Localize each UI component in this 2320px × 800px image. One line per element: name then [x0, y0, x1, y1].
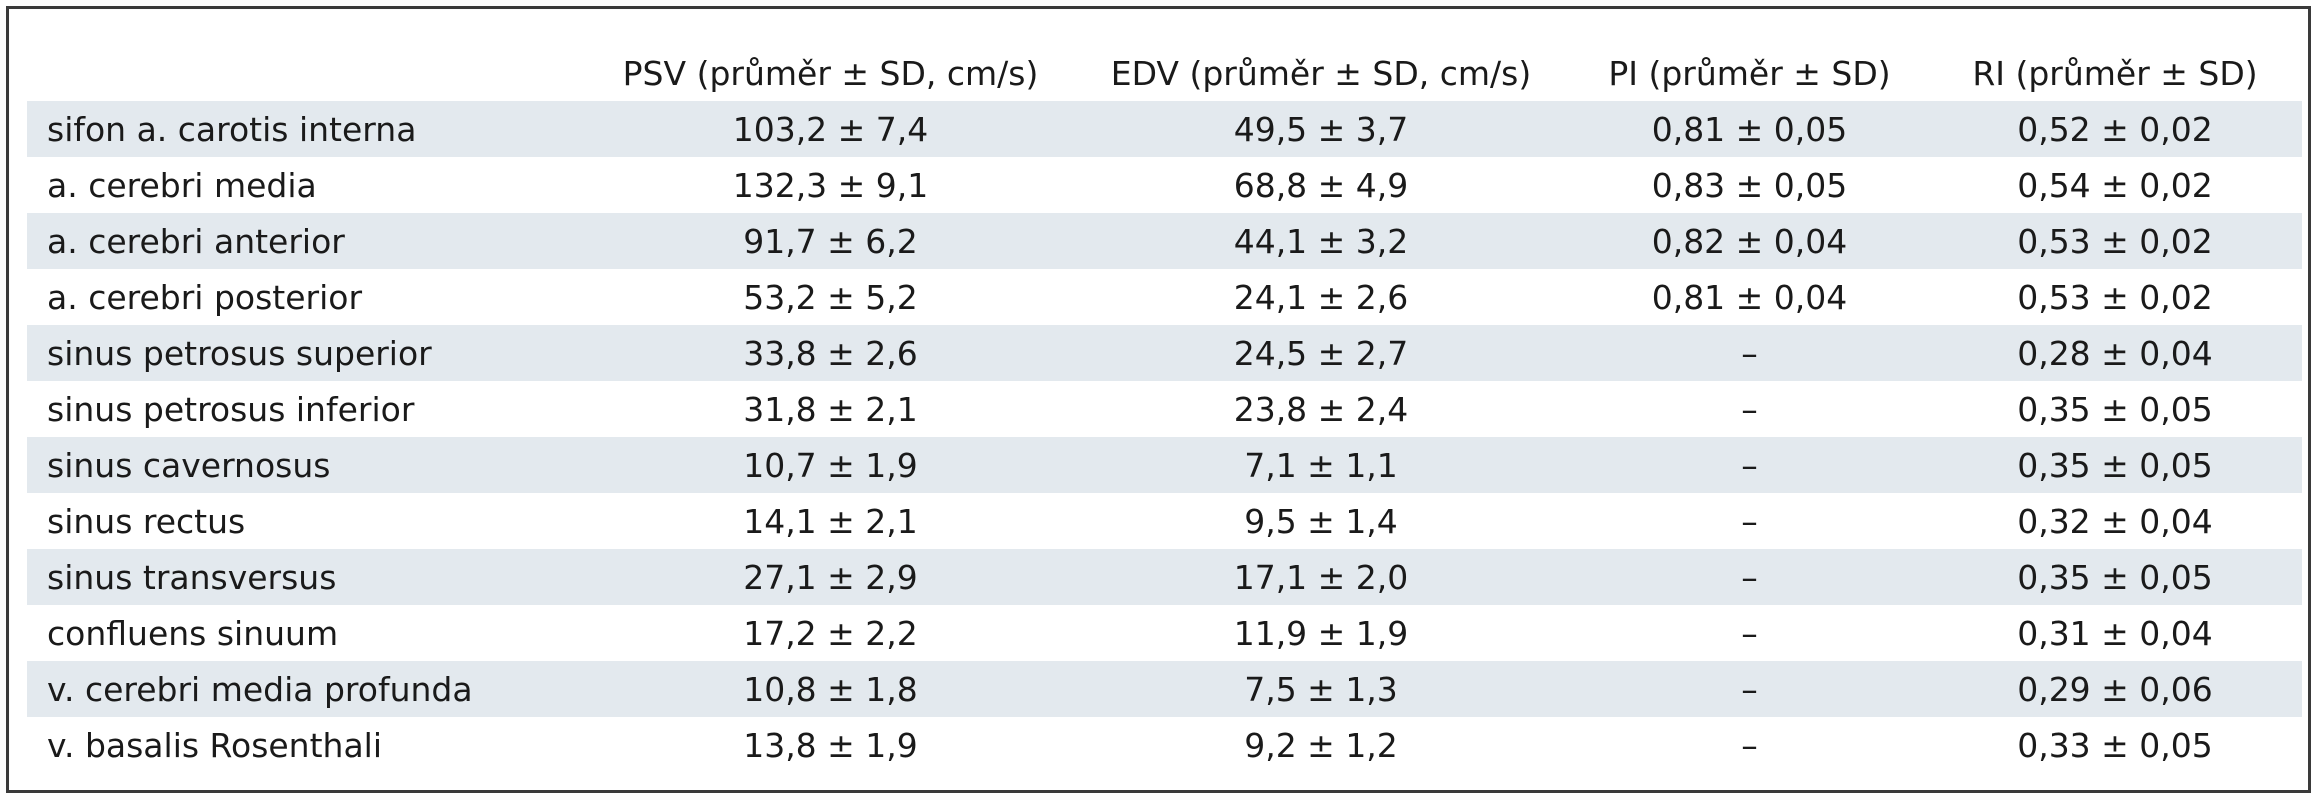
- table-row: v. basalis Rosenthali 13,8 ± 1,9 9,2 ± 1,2…: [27, 717, 2302, 773]
- vessel-name-cell: a. cerebri media: [27, 157, 590, 213]
- vessel-name-cell: confluens sinuum: [27, 605, 590, 661]
- psv-cell: 13,8 ± 1,9: [590, 717, 1071, 773]
- edv-cell: 9,2 ± 1,2: [1071, 717, 1571, 773]
- header-edv: EDV (průměr ± SD, cm/s): [1071, 45, 1571, 101]
- edv-cell: 44,1 ± 3,2: [1071, 213, 1571, 269]
- velocity-table: PSV (průměr ± SD, cm/s) EDV (průměr ± SD…: [27, 45, 2302, 773]
- vessel-name-cell: a. cerebri posterior: [27, 269, 590, 325]
- vessel-name-cell: sinus transversus: [27, 549, 590, 605]
- header-ri: RI (průměr ± SD): [1928, 45, 2302, 101]
- table-row: sinus cavernosus 10,7 ± 1,9 7,1 ± 1,1–0,35…: [27, 437, 2302, 493]
- edv-cell: 17,1 ± 2,0: [1071, 549, 1571, 605]
- edv-cell: 49,5 ± 3,7: [1071, 101, 1571, 157]
- vessel-name-cell: sifon a. carotis interna: [27, 101, 590, 157]
- edv-cell: 9,5 ± 1,4: [1071, 493, 1571, 549]
- ri-cell: 0,31 ± 0,04: [1928, 605, 2302, 661]
- pi-cell: 0,81 ± 0,04: [1571, 269, 1928, 325]
- table-row: a. cerebri anterior 91,7 ± 6,2 44,1 ± 3,2 0…: [27, 213, 2302, 269]
- pi-cell: 0,82 ± 0,04: [1571, 213, 1928, 269]
- table-row: sinus petrosus superior 33,8 ± 2,6 24,5 ± …: [27, 325, 2302, 381]
- psv-cell: 103,2 ± 7,4: [590, 101, 1071, 157]
- pi-cell: –: [1571, 605, 1928, 661]
- table-row: v. cerebri media profunda 10,8 ± 1,8 7,5 ±…: [27, 661, 2302, 717]
- ri-cell: 0,29 ± 0,06: [1928, 661, 2302, 717]
- ri-cell: 0,35 ± 0,05: [1928, 381, 2302, 437]
- table-frame: PSV (průměr ± SD, cm/s) EDV (průměr ± SD…: [6, 6, 2311, 793]
- psv-cell: 14,1 ± 2,1: [590, 493, 1071, 549]
- psv-cell: 132,3 ± 9,1: [590, 157, 1071, 213]
- header-psv: PSV (průměr ± SD, cm/s): [590, 45, 1071, 101]
- psv-cell: 17,2 ± 2,2: [590, 605, 1071, 661]
- table-row: sinus rectus 14,1 ± 2,1 9,5 ± 1,4–0,32 ± 0…: [27, 493, 2302, 549]
- edv-cell: 68,8 ± 4,9: [1071, 157, 1571, 213]
- header-row: PSV (průměr ± SD, cm/s) EDV (průměr ± SD…: [27, 45, 2302, 101]
- edv-cell: 7,1 ± 1,1: [1071, 437, 1571, 493]
- header-pi: PI (průměr ± SD): [1571, 45, 1928, 101]
- psv-cell: 33,8 ± 2,6: [590, 325, 1071, 381]
- psv-cell: 10,8 ± 1,8: [590, 661, 1071, 717]
- ri-cell: 0,35 ± 0,05: [1928, 437, 2302, 493]
- table-body: sifon a. carotis interna 103,2 ± 7,4 49,5 …: [27, 101, 2302, 773]
- pi-cell: –: [1571, 437, 1928, 493]
- vessel-name-cell: v. cerebri media profunda: [27, 661, 590, 717]
- ri-cell: 0,35 ± 0,05: [1928, 549, 2302, 605]
- table-row: sinus petrosus inferior 31,8 ± 2,1 23,8 ± …: [27, 381, 2302, 437]
- vessel-name-cell: sinus cavernosus: [27, 437, 590, 493]
- vessel-name-cell: sinus petrosus superior: [27, 325, 590, 381]
- table-row: a. cerebri posterior 53,2 ± 5,2 24,1 ± 2,6…: [27, 269, 2302, 325]
- vessel-name-cell: a. cerebri anterior: [27, 213, 590, 269]
- ri-cell: 0,32 ± 0,04: [1928, 493, 2302, 549]
- psv-cell: 91,7 ± 6,2: [590, 213, 1071, 269]
- ri-cell: 0,33 ± 0,05: [1928, 717, 2302, 773]
- ri-cell: 0,52 ± 0,02: [1928, 101, 2302, 157]
- header-vessel: [27, 45, 590, 101]
- vessel-name-cell: sinus rectus: [27, 493, 590, 549]
- edv-cell: 24,1 ± 2,6: [1071, 269, 1571, 325]
- table-row: sifon a. carotis interna 103,2 ± 7,4 49,5 …: [27, 101, 2302, 157]
- ri-cell: 0,53 ± 0,02: [1928, 213, 2302, 269]
- pi-cell: –: [1571, 493, 1928, 549]
- ri-cell: 0,53 ± 0,02: [1928, 269, 2302, 325]
- edv-cell: 24,5 ± 2,7: [1071, 325, 1571, 381]
- edv-cell: 23,8 ± 2,4: [1071, 381, 1571, 437]
- edv-cell: 11,9 ± 1,9: [1071, 605, 1571, 661]
- table-row: sinus transversus 27,1 ± 2,9 17,1 ± 2,0–0,…: [27, 549, 2302, 605]
- ri-cell: 0,54 ± 0,02: [1928, 157, 2302, 213]
- edv-cell: 7,5 ± 1,3: [1071, 661, 1571, 717]
- psv-cell: 31,8 ± 2,1: [590, 381, 1071, 437]
- pi-cell: –: [1571, 661, 1928, 717]
- pi-cell: 0,83 ± 0,05: [1571, 157, 1928, 213]
- table-row: a. cerebri media 132,3 ± 9,1 68,8 ± 4,9 0,8…: [27, 157, 2302, 213]
- pi-cell: –: [1571, 549, 1928, 605]
- psv-cell: 27,1 ± 2,9: [590, 549, 1071, 605]
- psv-cell: 53,2 ± 5,2: [590, 269, 1071, 325]
- vessel-name-cell: sinus petrosus inferior: [27, 381, 590, 437]
- pi-cell: –: [1571, 325, 1928, 381]
- pi-cell: –: [1571, 381, 1928, 437]
- vessel-name-cell: v. basalis Rosenthali: [27, 717, 590, 773]
- ri-cell: 0,28 ± 0,04: [1928, 325, 2302, 381]
- pi-cell: 0,81 ± 0,05: [1571, 101, 1928, 157]
- table-row: confluens sinuum 17,2 ± 2,2 11,9 ± 1,9–0,3…: [27, 605, 2302, 661]
- pi-cell: –: [1571, 717, 1928, 773]
- psv-cell: 10,7 ± 1,9: [590, 437, 1071, 493]
